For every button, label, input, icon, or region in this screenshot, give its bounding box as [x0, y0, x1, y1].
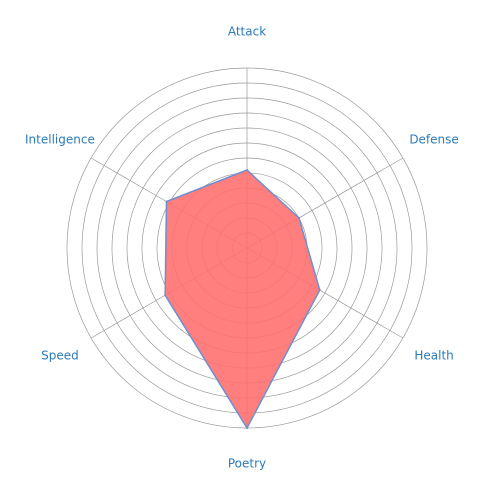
data-point	[246, 169, 248, 171]
data-point	[297, 217, 300, 219]
axis-label: Defense	[409, 133, 458, 147]
axis-label: Health	[414, 349, 453, 363]
axis-label: Attack	[228, 25, 266, 39]
data-point	[165, 200, 168, 203]
axis-label: Intelligence	[25, 133, 95, 147]
data-point	[246, 427, 248, 429]
axis-label: Speed	[41, 349, 79, 363]
data-point	[318, 289, 321, 291]
axis-label: Poetry	[228, 457, 266, 471]
data-point	[164, 294, 167, 297]
